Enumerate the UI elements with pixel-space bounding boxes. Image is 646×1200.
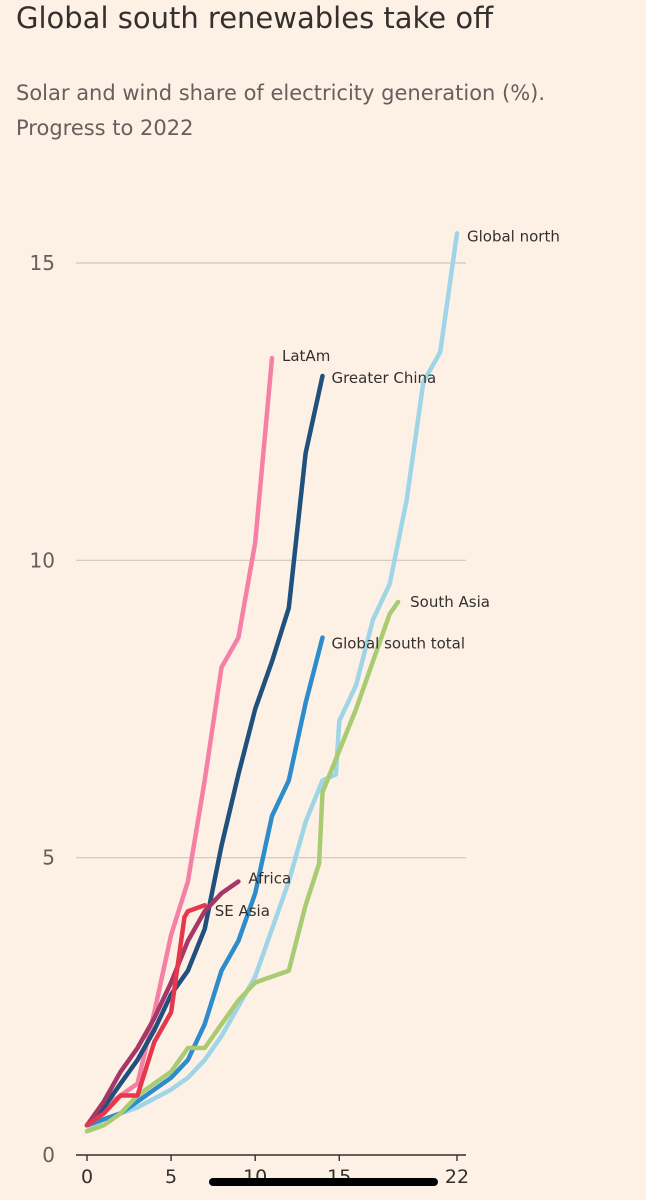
- series-label-south-asia: South Asia: [410, 593, 490, 611]
- series-line-se-asia: [84, 902, 207, 1128]
- series-label-global-north: Global north: [467, 227, 560, 245]
- home-indicator[interactable]: [209, 1178, 438, 1186]
- series-line-south-asia: [84, 599, 401, 1134]
- x-tick-label: 0: [81, 1166, 93, 1188]
- series-label-global-south-total: Global south total: [331, 635, 465, 653]
- series-label-greater-china: Greater China: [331, 369, 436, 387]
- y-tick-label: 0: [42, 1143, 55, 1167]
- y-tick-label: 10: [30, 548, 55, 572]
- y-tick-label: 5: [42, 846, 55, 870]
- series-line-latam: [84, 355, 275, 1128]
- chart-title: Global south renewables take off: [16, 1, 494, 35]
- series-line-africa: [84, 879, 241, 1128]
- series-line-global-north: [84, 231, 460, 1134]
- series-label-latam: LatAm: [282, 347, 330, 365]
- x-tick-label: 22: [445, 1166, 469, 1188]
- y-tick-label: 15: [30, 251, 55, 275]
- series-line-greater-china: [84, 373, 325, 1128]
- series-label-africa: Africa: [248, 869, 291, 887]
- series-label-se-asia: SE Asia: [215, 902, 270, 920]
- x-tick-label: 5: [165, 1166, 177, 1188]
- chart-subtitle: Solar and wind share of electricity gene…: [16, 81, 546, 140]
